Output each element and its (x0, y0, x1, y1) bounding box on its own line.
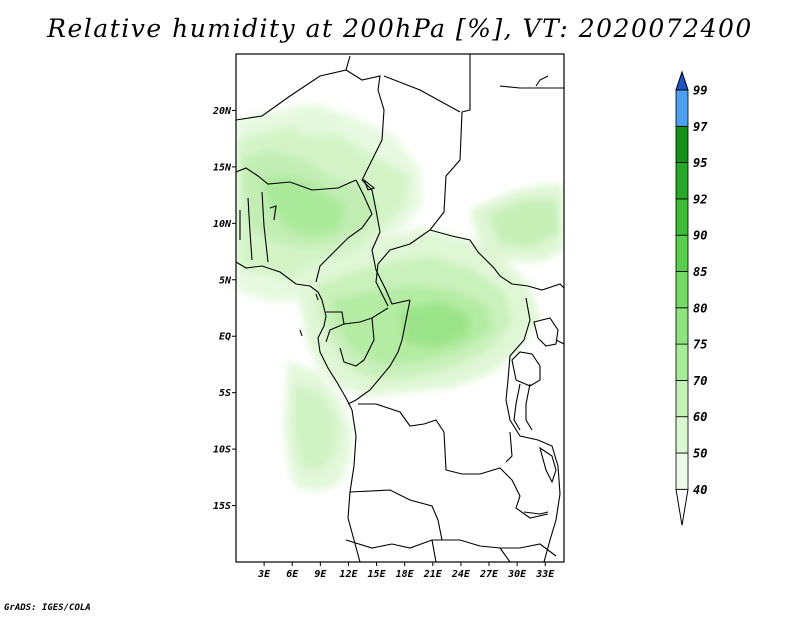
lon-tick-label: 12E (339, 569, 358, 580)
lat-tick-label: 15N (213, 162, 232, 173)
colorbar-label: 99 (693, 84, 707, 98)
lon-tick-label: 9E (314, 569, 327, 580)
colorbar-label: 70 (693, 374, 707, 388)
lat-tick-label: 20N (212, 106, 232, 117)
colorbar-lower-arrow (675, 488, 689, 526)
colorbar-box (675, 234, 689, 272)
colorbar-box (675, 162, 689, 200)
colorbar-box (675, 125, 689, 164)
colorbar-box (675, 379, 689, 418)
colorbar-label: 40 (693, 483, 707, 497)
colorbar-box (675, 89, 689, 127)
colorbar-label: 92 (693, 192, 707, 206)
lon-tick-label: 18E (396, 569, 415, 580)
colorbar-label: 95 (693, 156, 707, 170)
humidity-shading (236, 104, 564, 492)
lon-tick-label: 3E (257, 569, 271, 580)
lon-tick-label: 30E (507, 569, 527, 580)
lon-tick-label: 6E (286, 569, 299, 580)
colorbar-upper-arrow (675, 70, 689, 91)
colorbar-label: 60 (693, 410, 707, 424)
lat-tick-label: 10N (213, 219, 232, 230)
lat-tick-label: 15S (213, 501, 231, 512)
colorbar-box (675, 416, 689, 454)
lat-tick-label: EQ (219, 332, 231, 343)
lon-tick-label: 21E (423, 569, 443, 580)
colorbar-label: 75 (693, 338, 707, 352)
lon-tick-label: 24E (451, 569, 471, 580)
colorbar-box (675, 452, 689, 490)
colorbar-label: 80 (693, 301, 707, 315)
longitude-axis: 3E 6E 9E 12E 15E 18E 21E 24E 27E 30E 33E (257, 562, 555, 580)
lat-tick-label: 5S (219, 388, 231, 399)
colorbar-box (675, 271, 689, 309)
grads-credit: GrADS: IGES/COLA (4, 603, 91, 613)
map-title: Relative humidity at 200hPa [%], VT: 202… (47, 14, 753, 43)
colorbar-label: 90 (693, 229, 707, 243)
latitude-axis: 20N 15N 10N 5N EQ 5S 10S 15S (212, 106, 236, 512)
colorbar-box (675, 343, 689, 381)
colorbar-box (675, 198, 689, 236)
lon-tick-label: 27E (479, 569, 499, 580)
map-frame (235, 53, 565, 563)
colorbar: 40 50 60 70 75 80 85 90 92 95 97 99 (675, 70, 708, 526)
lat-tick-label: 10S (213, 445, 231, 456)
country-borders (236, 54, 564, 562)
lat-tick-label: 5N (219, 275, 232, 286)
colorbar-box (675, 307, 689, 345)
lon-tick-label: 33E (535, 569, 555, 580)
lon-tick-label: 15E (368, 569, 387, 580)
colorbar-label: 50 (693, 447, 707, 461)
colorbar-label: 85 (693, 265, 707, 279)
colorbar-label: 97 (693, 120, 708, 134)
